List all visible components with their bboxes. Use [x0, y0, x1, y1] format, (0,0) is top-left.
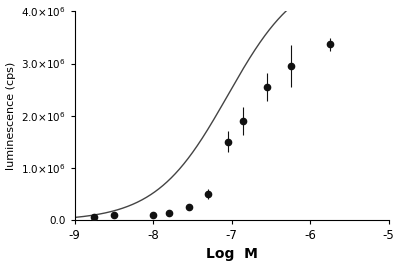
- X-axis label: Log  M: Log M: [206, 248, 258, 261]
- Y-axis label: luminescence (cps): luminescence (cps): [6, 61, 16, 170]
